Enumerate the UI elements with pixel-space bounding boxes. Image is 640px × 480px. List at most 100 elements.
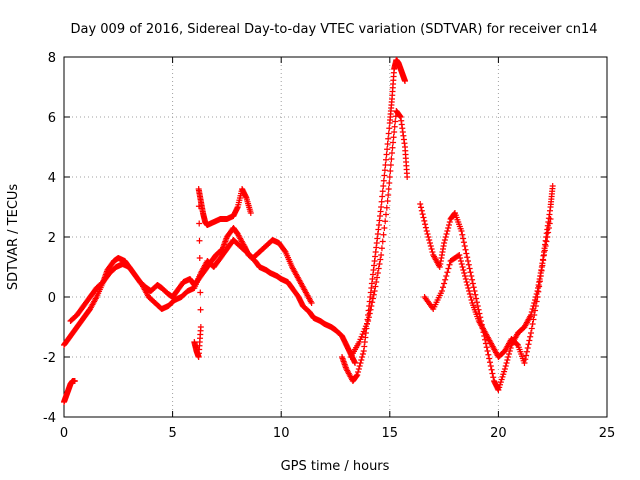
data-point [422, 224, 429, 231]
data-point [365, 318, 372, 324]
data-point [247, 210, 254, 216]
data-point [355, 366, 362, 372]
data-point [384, 146, 391, 153]
data-point [458, 228, 465, 234]
data-point [385, 135, 392, 142]
data-point [547, 216, 554, 222]
data-point [505, 354, 512, 360]
data-point [531, 312, 538, 318]
data-point [374, 270, 381, 276]
data-point [534, 294, 541, 300]
series-upper-7h [204, 186, 254, 228]
data-point [486, 355, 493, 362]
data-point [378, 252, 385, 258]
data-point [542, 243, 549, 249]
data-point [543, 238, 550, 245]
data-point [470, 284, 477, 291]
data-point [456, 252, 463, 258]
x-tick-label: 0 [60, 426, 68, 441]
data-point [358, 357, 365, 363]
data-point [539, 262, 546, 269]
y-axis-label: SDTVAR / TECUs [6, 184, 21, 291]
data-point [523, 348, 530, 355]
data-point [383, 204, 390, 211]
data-point [535, 288, 542, 295]
data-point [378, 245, 385, 252]
data-point [457, 255, 464, 261]
data-point [487, 363, 494, 369]
data-point [428, 246, 435, 252]
data-point [490, 374, 497, 381]
data-point [421, 217, 428, 224]
x-tick-label: 25 [599, 426, 616, 441]
data-point [372, 283, 379, 290]
data-point [387, 162, 394, 168]
data-point [387, 168, 394, 174]
data-point [462, 246, 469, 253]
data-point [458, 261, 465, 267]
data-point [489, 370, 496, 377]
data-point [440, 284, 447, 291]
data-point [536, 278, 543, 285]
data-point [382, 156, 389, 163]
data-point [378, 204, 385, 210]
data-point [196, 220, 203, 227]
data-point [362, 323, 369, 330]
data-point [359, 331, 366, 338]
data-point [418, 207, 425, 214]
data-point [352, 360, 359, 366]
data-point [382, 218, 389, 225]
data-point [379, 188, 386, 195]
data-point [525, 341, 532, 348]
data-point [369, 299, 376, 306]
data-point [390, 134, 397, 141]
data-point [529, 321, 536, 327]
series-main-arc [61, 225, 359, 366]
data-point [532, 303, 539, 309]
data-point [446, 219, 453, 225]
data-point [537, 273, 544, 279]
data-point [392, 118, 399, 125]
data-point [460, 235, 467, 242]
data-point [544, 234, 551, 240]
data-point [379, 238, 386, 245]
data-point [197, 306, 204, 313]
data-point [361, 325, 368, 332]
data-point [358, 333, 365, 340]
data-point [390, 139, 397, 146]
data-point [71, 378, 78, 384]
data-point [524, 345, 531, 351]
data-points [61, 57, 556, 405]
data-point [496, 384, 503, 391]
data-point [370, 291, 377, 298]
data-point [424, 231, 431, 237]
data-point [465, 261, 472, 268]
data-point [461, 243, 468, 249]
series-storm-rise [339, 57, 409, 384]
data-point [527, 333, 534, 340]
data-point [495, 387, 502, 393]
data-point [503, 360, 510, 366]
data-point [196, 237, 203, 244]
data-point [502, 363, 509, 369]
data-point [463, 279, 470, 285]
data-point [197, 272, 204, 279]
data-point [459, 264, 466, 270]
data-point [460, 239, 467, 246]
data-point [498, 376, 505, 383]
data-point [355, 369, 362, 375]
data-point [425, 234, 432, 240]
data-point [473, 299, 480, 306]
data-point [441, 237, 448, 243]
data-point [356, 363, 363, 369]
series-post-gap-2 [421, 216, 554, 366]
data-point [419, 211, 426, 218]
data-point [541, 247, 548, 254]
data-point [538, 267, 545, 274]
data-point [380, 231, 387, 238]
data-point [367, 306, 374, 313]
data-point [417, 201, 424, 207]
series-post-gap [417, 183, 556, 393]
data-point [385, 186, 392, 192]
data-point [474, 303, 481, 309]
